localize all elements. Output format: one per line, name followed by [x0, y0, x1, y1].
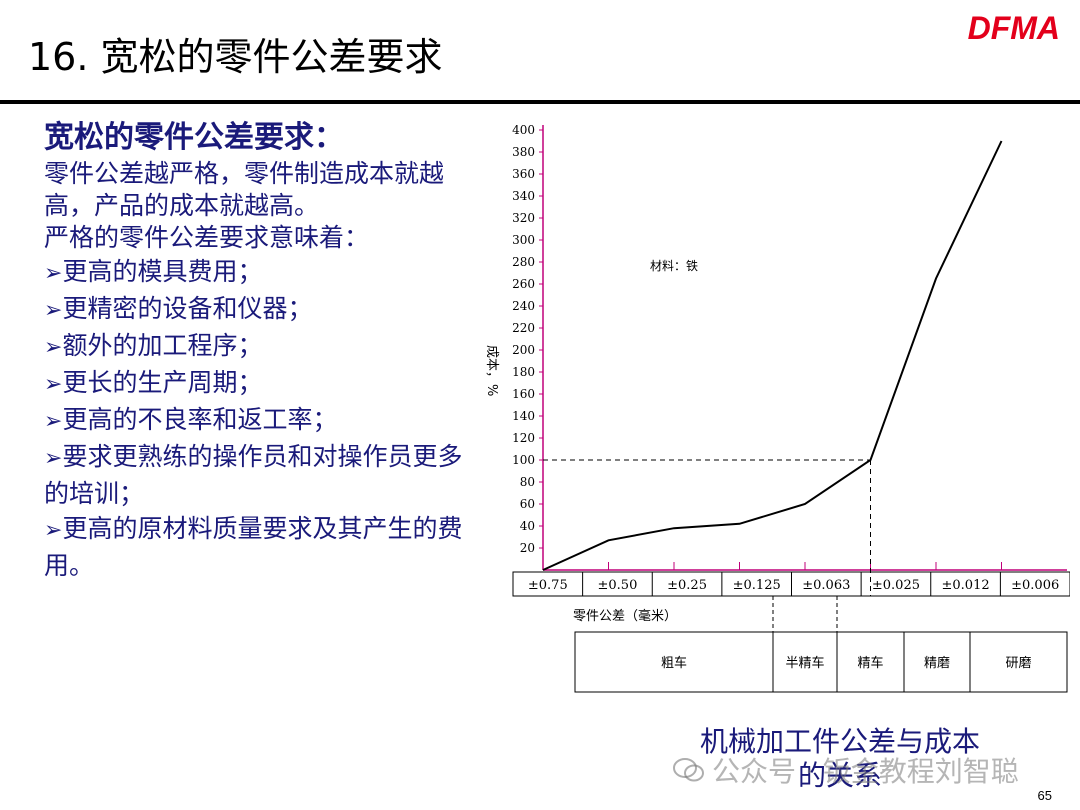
y-tick-label: 180 — [512, 365, 535, 379]
arrow-bullet-icon: ➢ — [44, 446, 63, 471]
y-tick-label: 140 — [512, 409, 535, 423]
material-annotation: 材料：铁 — [650, 259, 698, 273]
y-tick-label: 200 — [512, 343, 535, 357]
process-label: 精磨 — [924, 656, 950, 671]
process-label: 半精车 — [785, 655, 824, 671]
y-tick-label: 400 — [512, 123, 535, 137]
y-tick-label: 320 — [512, 211, 535, 225]
arrow-bullet-icon: ➢ — [44, 409, 63, 434]
tolerance-label: ±0.25 — [667, 578, 707, 593]
arrow-bullet-icon: ➢ — [44, 518, 63, 543]
y-tick-label: 160 — [512, 387, 535, 401]
y-tick-label: 280 — [512, 255, 535, 269]
paragraph-implications: 严格的零件公差要求意味着： — [44, 223, 370, 252]
y-tick-label: 360 — [512, 167, 535, 181]
cost-line — [542, 140, 1003, 571]
tolerance-label: ±0.025 — [872, 578, 920, 593]
y-tick-label: 120 — [512, 431, 535, 445]
chart-caption: 机械加工件公差与成本的关系 — [699, 725, 980, 792]
bullet-item: ➢更精密的设备和仪器； — [44, 294, 313, 323]
arrow-bullet-icon: ➢ — [44, 372, 63, 397]
page-number: 65 — [1037, 788, 1052, 803]
watermark: 公众号 · 钣金教程刘智聪 — [672, 750, 1019, 790]
watermark-text: 公众号 · 钣金教程刘智聪 — [712, 755, 1019, 788]
process-table — [574, 631, 1068, 693]
paragraph-cost: 零件公差越严格，零件制造成本就越高，产品的成本就越高。 — [44, 159, 445, 220]
x-axis-title: 零件公差（毫米） — [573, 608, 677, 624]
bullet-item: ➢额外的加工程序； — [44, 331, 263, 360]
tolerance-label: ±0.125 — [733, 578, 781, 593]
y-tick-label: 340 — [512, 189, 535, 203]
bullet-item: ➢更高的模具费用； — [44, 257, 263, 286]
arrow-bullet-icon: ➢ — [44, 335, 63, 360]
process-label: 粗车 — [661, 655, 687, 671]
tolerance-label: ±0.006 — [1011, 578, 1059, 593]
cost-tolerance-chart: 20 40 60 80 100 120 140 160 180 200 220 240 260 280 30… — [484, 123, 1070, 693]
y-tick-label: 240 — [512, 299, 535, 313]
y-tick-label: 300 — [512, 233, 535, 247]
y-tick-label: 380 — [512, 145, 535, 159]
y-tick-label: 260 — [512, 277, 535, 291]
y-tick-label: 100 — [512, 453, 535, 467]
bullet-item: ➢更长的生产周期； — [44, 368, 263, 397]
bullet-item: ➢要求更熟练的操作员和对操作员更多的培训； — [44, 442, 463, 508]
bullet-item: ➢更高的不良率和返工率； — [44, 405, 338, 434]
tolerance-label: ±0.012 — [942, 578, 990, 593]
wechat-icon — [673, 758, 704, 782]
bullet-item: ➢更高的原材料质量要求及其产生的费用。 — [44, 514, 463, 580]
tolerance-label: ±0.50 — [598, 578, 638, 593]
body-text: 宽松的零件公差要求： 零件公差越严格，零件制造成本就越高，产品的成本就越高。 严… — [44, 118, 464, 583]
y-tick-label: 80 — [520, 475, 535, 489]
y-tick-label: 220 — [512, 321, 535, 335]
y-tick-label: 40 — [520, 519, 535, 533]
tolerance-label: ±0.063 — [802, 578, 850, 593]
process-label: 研磨 — [1005, 656, 1031, 671]
title-divider — [0, 100, 1080, 104]
arrow-bullet-icon: ➢ — [44, 261, 63, 286]
page-title: 16. 宽松的零件公差要求 — [28, 35, 443, 79]
arrow-bullet-icon: ➢ — [44, 298, 63, 323]
y-axis-title: 成本，% — [484, 345, 499, 396]
bullet-list: ➢更高的模具费用； ➢更精密的设备和仪器； ➢额外的加工程序； ➢更长的生产周期… — [44, 254, 464, 583]
y-tick-label: 20 — [520, 541, 535, 555]
dfma-logo: DFMA — [967, 10, 1060, 46]
process-label: 精车 — [857, 655, 883, 671]
tolerance-label: ±0.75 — [528, 578, 568, 593]
section-heading: 宽松的零件公差要求： — [44, 120, 344, 155]
y-tick-label: 60 — [520, 497, 535, 511]
